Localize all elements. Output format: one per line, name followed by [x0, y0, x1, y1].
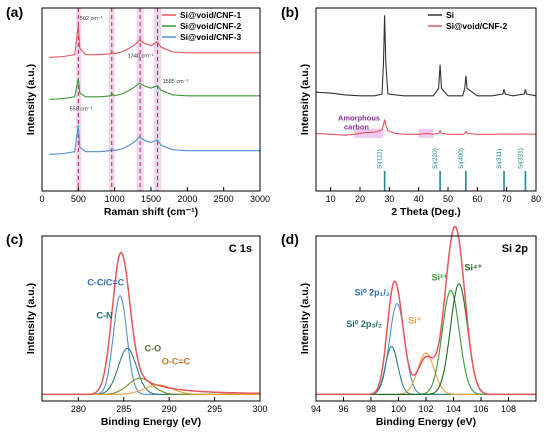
chart-panel-d: Si⁰ 2p₁/₂ Si⁰ 2p₃/₂ Si⁺ Si²⁺ Si⁴⁺ Si 2p 94 96 98…: [299, 225, 537, 428]
peak-label: O-C=C: [162, 357, 191, 367]
y-axis-label: Intensity (a.u.): [299, 283, 311, 354]
peak-label: Si⁰ 2p₃/₂: [346, 319, 382, 329]
peak-label: Si⁰ 2p₁/₂: [355, 287, 390, 297]
x-tick-label: 70: [502, 194, 512, 204]
annotation-label: 502 cm⁻¹: [80, 16, 103, 22]
x-axis-label: Binding Energy (eV): [376, 416, 476, 428]
x-tick-label: 500: [71, 194, 86, 204]
panel-title: C 1s: [229, 243, 252, 255]
x-axis-label: 2 Theta (Deg.): [391, 206, 460, 218]
annotation-label: 1340 cm⁻¹: [128, 53, 154, 59]
x-tick-label: 108: [501, 404, 516, 414]
x-tick-label: 40: [414, 194, 424, 204]
peak-label: Si²⁺: [432, 273, 449, 283]
fit-component: [316, 289, 536, 395]
legend-label: Si@void/CNF-2: [180, 21, 241, 31]
y-axis-label: Intensity (a.u.): [25, 283, 37, 354]
peak-label: C-N: [97, 311, 113, 321]
x-tick-label: 50: [443, 194, 453, 204]
reference-label: Si(331): [517, 148, 524, 169]
highlight-band: [354, 128, 384, 138]
x-tick-label: 2000: [177, 194, 197, 204]
series-line: [49, 125, 260, 155]
x-tick-label: 0: [39, 194, 44, 204]
chart-panel-c: C-C/C=C C-N C-OO-C=C C 1s 280 285 290 295 300 Bin…: [25, 235, 268, 428]
x-tick-label: 20: [355, 194, 365, 204]
panel-d-label: (d): [281, 231, 299, 247]
x-tick-label: 98: [366, 404, 376, 414]
reference-label: Si(111): [377, 149, 384, 169]
legend-label: Si@void/CNF-3: [180, 32, 241, 42]
x-tick-label: 100: [391, 404, 406, 414]
reference-label: Si(220): [432, 148, 439, 169]
fit-component: [316, 346, 536, 395]
fit-component: [316, 302, 536, 395]
x-tick-label: 1000: [105, 194, 125, 204]
x-tick-label: 285: [116, 404, 131, 414]
legend-label: Si: [446, 10, 454, 20]
peak-label: Si⁴⁺: [465, 263, 483, 273]
envelope-line: [42, 251, 260, 396]
peak-label: C-C/C=C: [87, 278, 124, 288]
plot-frame: [315, 7, 537, 192]
panel-title: Si 2p: [502, 243, 529, 255]
panel-b-label: (b): [281, 4, 299, 20]
chart-panel-a: 502 cm⁻¹ 1340 cm⁻¹ 1585 cm⁻¹ 550 cm⁻¹ 0 500 10…: [25, 7, 270, 218]
x-tick-label: 30: [384, 194, 394, 204]
x-tick-label: 10: [326, 194, 336, 204]
x-tick-label: 1500: [141, 194, 161, 204]
plot-frame: [41, 235, 261, 402]
panel-a-label: (a): [6, 4, 23, 20]
y-axis-label: Intensity (a.u.): [299, 64, 311, 135]
series-line: [315, 15, 537, 97]
envelope-line: [316, 225, 536, 396]
peak-label: Si⁺: [408, 315, 422, 325]
chart-panel-b: Si(111) Si(220) Si(400) Si(311) Si(331) Amorp…: [299, 7, 541, 218]
x-tick-label: 60: [472, 194, 482, 204]
annotation-label: 550 cm⁻¹: [70, 106, 93, 112]
x-tick-label: 104: [446, 404, 461, 414]
peak-label: C-O: [145, 344, 162, 354]
series-line: [49, 78, 260, 101]
annotation-label: 1585 cm⁻¹: [163, 79, 189, 85]
x-tick-label: 290: [162, 404, 177, 414]
fit-component: [316, 283, 536, 395]
y-axis-label: Intensity (a.u.): [25, 64, 37, 135]
x-tick-label: 106: [473, 404, 488, 414]
x-tick-label: 102: [418, 404, 433, 414]
x-tick-label: 2500: [214, 194, 234, 204]
annotation-label: Amorphous: [338, 114, 380, 123]
x-tick-label: 300: [252, 404, 267, 414]
x-axis-label: Binding Energy (eV): [101, 416, 201, 428]
reference-label: Si(400): [458, 148, 465, 169]
x-tick-label: 280: [71, 404, 86, 414]
fit-component: [316, 352, 536, 395]
series-line: [315, 119, 537, 136]
x-tick-label: 94: [311, 404, 321, 414]
panel-c-label: (c): [6, 231, 23, 247]
x-tick-label: 295: [207, 404, 222, 414]
legend-label: Si@void/CNF-1: [180, 10, 241, 20]
reference-label: Si(311): [496, 149, 503, 169]
x-tick-label: 96: [338, 404, 348, 414]
legend-label: Si@void/CNF-2: [446, 21, 507, 31]
x-tick-label: 3000: [250, 194, 270, 204]
series-line: [49, 25, 260, 58]
annotation-label: carbon: [344, 123, 369, 132]
fit-component: [42, 347, 260, 395]
x-tick-label: 80: [531, 194, 541, 204]
x-axis-label: Raman shift (cm⁻¹): [104, 206, 198, 218]
